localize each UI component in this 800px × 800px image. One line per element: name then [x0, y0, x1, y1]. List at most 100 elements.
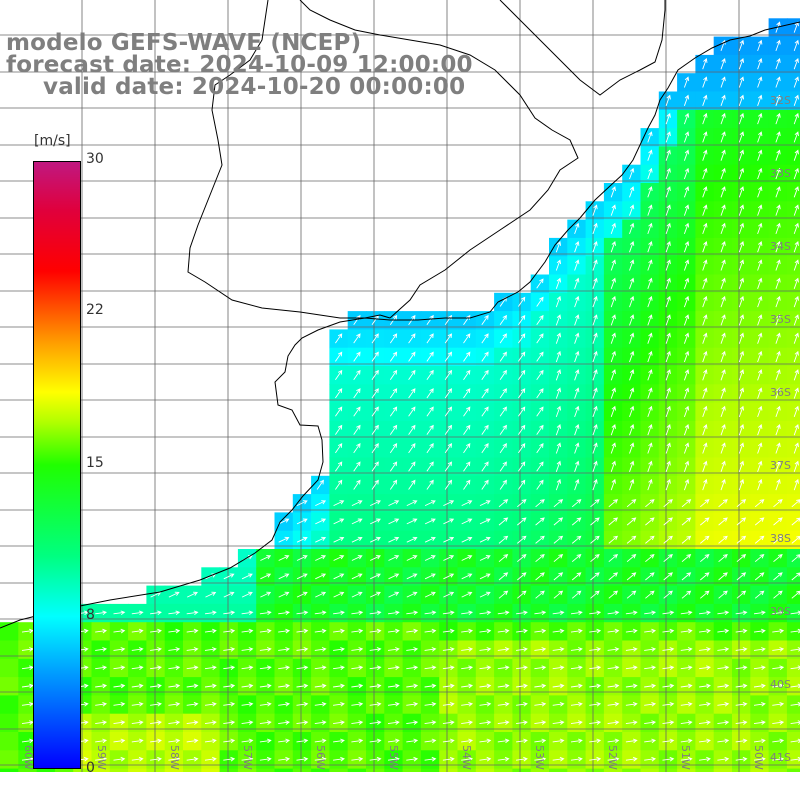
wind-arrow	[791, 554, 800, 563]
wind-cell	[292, 768, 312, 772]
wind-arrow	[388, 573, 400, 580]
wind-arrow	[278, 610, 291, 616]
wind-arrow	[647, 478, 653, 491]
wind-arrow	[647, 424, 653, 436]
wind-arrow	[757, 149, 763, 161]
wind-arrow	[186, 628, 199, 634]
wind-arrow	[351, 573, 363, 580]
wind-arrow	[406, 573, 418, 580]
wind-arrow	[296, 628, 309, 634]
wind-arrow	[278, 738, 291, 744]
valid-date: valid date: 2024-10-20 00:00:00	[43, 74, 466, 100]
wind-arrow	[424, 701, 437, 707]
wind-arrow	[408, 351, 416, 362]
wind-arrow	[497, 610, 510, 616]
wind-arrow	[131, 701, 144, 707]
wind-arrow	[516, 665, 528, 670]
wind-arrow	[647, 204, 653, 216]
wind-arrow	[702, 314, 708, 326]
wind-arrow	[479, 756, 492, 762]
wind-arrow	[553, 517, 564, 526]
wind-arrow	[408, 406, 416, 417]
wind-arrow	[259, 647, 272, 652]
wind-arrow	[461, 776, 472, 780]
wind-arrow	[754, 517, 765, 526]
wind-arrow	[720, 277, 726, 289]
wind-arrow	[589, 647, 602, 652]
wind-arrow	[644, 738, 657, 744]
wind-arrow	[574, 350, 580, 363]
wind-arrow	[718, 572, 728, 581]
wind-arrow	[718, 590, 728, 599]
wind-arrow	[645, 572, 655, 581]
wind-arrow	[131, 665, 144, 670]
wind-arrow	[555, 460, 562, 472]
wind-arrow	[683, 460, 690, 472]
wind-arrow	[775, 259, 781, 271]
wind-arrow	[610, 204, 616, 216]
wind-arrow	[662, 756, 675, 762]
wind-arrow	[738, 460, 745, 472]
wind-arrow	[369, 720, 382, 725]
wind-arrow	[278, 701, 291, 707]
wind-arrow	[388, 518, 400, 525]
wind-arrow	[570, 610, 583, 616]
wind-arrow	[333, 518, 345, 525]
wind-cell	[786, 146, 800, 166]
wind-arrow	[168, 756, 181, 762]
wind-arrow	[625, 610, 638, 616]
wind-arrow	[680, 738, 693, 744]
wind-arrow	[757, 39, 763, 52]
wind-arrow	[699, 665, 711, 670]
wind-arrow	[186, 683, 199, 689]
wind-arrow	[589, 776, 600, 780]
wind-arrow	[775, 39, 781, 52]
wind-arrow	[738, 186, 745, 198]
wind-arrow	[315, 500, 327, 507]
wind-arrow	[702, 94, 708, 106]
wind-arrow	[626, 776, 637, 780]
wind-arrow	[665, 131, 671, 143]
wind-arrow	[629, 350, 635, 363]
wind-arrow	[21, 701, 34, 707]
wind-arrow	[793, 387, 799, 399]
wind-arrow	[333, 701, 345, 707]
wind-arrow	[680, 647, 693, 652]
wind-arrow	[131, 756, 144, 762]
wind-arrow	[150, 610, 162, 616]
wind-arrow	[21, 628, 34, 634]
wind-arrow	[793, 369, 799, 381]
latitude-labels: 32S 33S 34S 35S 36S 37S 38S 39S 40S 41S	[770, 94, 791, 764]
wind-arrow	[702, 350, 708, 363]
wind-arrow	[296, 591, 308, 598]
wind-arrow	[150, 738, 162, 744]
wind-arrow	[424, 665, 437, 670]
wind-arrow	[702, 295, 708, 308]
wind-arrow	[772, 610, 785, 616]
wind-arrow	[772, 776, 783, 780]
wind-arrow	[757, 460, 763, 472]
wind-arrow	[552, 665, 565, 670]
wind-arrow	[408, 461, 416, 472]
wind-arrow	[775, 58, 781, 70]
wind-arrow	[683, 442, 690, 454]
wind-arrow	[461, 500, 473, 507]
forecast-date: forecast date: 2024-10-09 12:00:00	[6, 52, 473, 78]
wind-arrow	[518, 369, 526, 380]
wind-arrow	[353, 388, 361, 399]
wind-arrow	[683, 186, 690, 198]
wind-cell	[786, 585, 800, 605]
wind-arrow	[608, 517, 619, 526]
wind-arrow	[791, 517, 800, 526]
wind-cell	[567, 768, 587, 772]
wind-arrow	[461, 555, 473, 561]
wind-arrow	[388, 500, 400, 507]
wind-arrow	[738, 94, 745, 106]
wind-arrow	[424, 573, 436, 580]
wind-arrow	[665, 204, 671, 216]
wind-arrow	[625, 701, 638, 707]
wind-arrow	[680, 701, 693, 707]
wind-arrow	[555, 387, 562, 399]
wind-arrow	[259, 701, 272, 707]
wind-arrow	[735, 720, 748, 725]
